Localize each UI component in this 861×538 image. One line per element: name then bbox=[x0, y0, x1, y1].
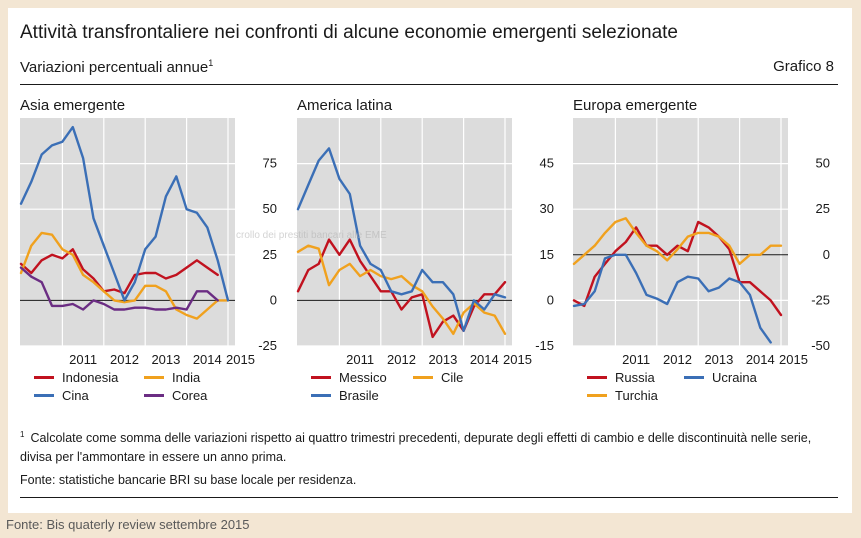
panel-title-latam: America latina bbox=[297, 97, 393, 114]
series-line-ucraina bbox=[572, 253, 772, 344]
legend-swatch bbox=[311, 376, 331, 379]
panel-title-asia: Asia emergente bbox=[20, 97, 126, 114]
legend-item-ucraina: Ucraina bbox=[684, 370, 757, 385]
series-line-indonesia bbox=[19, 248, 219, 295]
x-tick-label: 2011 bbox=[346, 352, 374, 367]
x-tick-label: 2014 bbox=[470, 352, 499, 367]
subtitle-text: Variazioni percentuali annue bbox=[20, 59, 209, 76]
legend-swatch bbox=[144, 394, 164, 397]
chart-title: Attività transfrontaliere nei confronti … bbox=[20, 22, 678, 43]
legend-item-corea: Corea bbox=[144, 388, 207, 403]
y-tick-label: 45 bbox=[540, 156, 554, 171]
x-tick-label: 2012 bbox=[110, 352, 139, 367]
legend-item-brasile: Brasile bbox=[311, 388, 379, 403]
outer-source: Fonte: Bis quaterly review settembre 201… bbox=[6, 517, 250, 532]
y-tick-label: 15 bbox=[540, 247, 554, 262]
chart-number: Grafico 8 bbox=[773, 58, 834, 75]
legend-swatch bbox=[34, 394, 54, 397]
x-tick-label: 2013 bbox=[428, 352, 457, 367]
series-line-brasile bbox=[296, 147, 507, 332]
legend-label: Cina bbox=[62, 388, 89, 403]
x-tick-label: 2011 bbox=[622, 352, 650, 367]
series-line-india bbox=[19, 231, 230, 320]
x-tick-label: 2012 bbox=[387, 352, 416, 367]
legend-item-russia: Russia bbox=[587, 370, 655, 385]
x-tick-label: 2015 bbox=[226, 352, 255, 367]
x-tick-label: 2014 bbox=[193, 352, 222, 367]
plot-area bbox=[573, 118, 788, 346]
y-tick-label: -50 bbox=[811, 338, 830, 353]
legend-item-messico: Messico bbox=[311, 370, 387, 385]
legend-item-turchia: Turchia bbox=[587, 388, 658, 403]
x-tick-label: 2015 bbox=[503, 352, 532, 367]
legend-label: India bbox=[172, 370, 201, 385]
subtitle-footnote-marker: 1 bbox=[208, 58, 214, 68]
legend-swatch bbox=[684, 376, 704, 379]
y-tick-label: 0 bbox=[823, 247, 830, 262]
series-line-cile bbox=[296, 244, 507, 335]
chart-card: Attività transfrontaliere nei confronti … bbox=[8, 8, 852, 513]
y-tick-label: 0 bbox=[547, 292, 554, 307]
y-tick-label: -25 bbox=[258, 338, 277, 353]
top-divider bbox=[20, 84, 838, 85]
y-tick-label: 25 bbox=[263, 247, 277, 262]
series-line-russia bbox=[572, 220, 783, 317]
plot-area bbox=[20, 118, 235, 346]
y-tick-label: -25 bbox=[811, 292, 830, 307]
x-tick-label: 2011 bbox=[69, 352, 97, 367]
legend-swatch bbox=[34, 376, 54, 379]
legend-item-cina: Cina bbox=[34, 388, 89, 403]
footnote: 1 Calcolate come somma delle variazioni r… bbox=[20, 425, 840, 467]
series-line-turchia bbox=[572, 217, 783, 266]
panel-title-europe: Europa emergente bbox=[573, 97, 698, 114]
legend-label: Indonesia bbox=[62, 370, 119, 385]
legend-swatch bbox=[311, 394, 331, 397]
x-tick-label: 2013 bbox=[704, 352, 733, 367]
source-note: Fonte: statistiche bancarie BRI su base … bbox=[20, 473, 357, 487]
legend-swatch bbox=[413, 376, 433, 379]
y-tick-label: 50 bbox=[816, 156, 830, 171]
chart-europe: 50 25 0 -25 -50 2011 2012 2013 2014 2015 bbox=[572, 118, 830, 367]
x-tick-label: 2012 bbox=[663, 352, 692, 367]
legend-label: Cile bbox=[441, 370, 464, 385]
chart-asia: 75 50 25 0 -25 2011 2012 2013 2014 2015 bbox=[19, 118, 277, 367]
legend-asia: Indonesia India Cina Corea bbox=[26, 370, 276, 410]
legend-swatch bbox=[587, 376, 607, 379]
legend-item-cile: Cile bbox=[413, 370, 463, 385]
legend-label: Ucraina bbox=[712, 370, 757, 385]
chart-latam: 45 30 15 0 -15 2011 2012 2013 2014 2015 bbox=[296, 118, 554, 367]
y-tick-label: 50 bbox=[263, 201, 277, 216]
footnote-marker: 1 bbox=[20, 430, 25, 439]
legend-item-india: India bbox=[144, 370, 200, 385]
footnote-text: Calcolate come somma delle variazioni ri… bbox=[20, 431, 812, 465]
series-line-corea bbox=[19, 266, 219, 311]
y-tick-label: 0 bbox=[270, 292, 277, 307]
series-line-cina bbox=[19, 125, 230, 302]
legend-label: Turchia bbox=[615, 388, 658, 403]
x-tick-label: 2015 bbox=[779, 352, 808, 367]
legend-label: Brasile bbox=[339, 388, 379, 403]
watermark-text: crollo dei prestiti bancari alle EME bbox=[236, 230, 387, 241]
y-tick-label: 25 bbox=[816, 201, 830, 216]
legend-label: Messico bbox=[339, 370, 387, 385]
legend-latam: Messico Cile Brasile bbox=[303, 370, 553, 410]
series-line-messico bbox=[296, 238, 507, 339]
legend-label: Corea bbox=[172, 388, 208, 403]
bottom-divider bbox=[20, 497, 838, 498]
y-tick-label: 75 bbox=[263, 156, 277, 171]
x-tick-label: 2013 bbox=[151, 352, 180, 367]
x-tick-label: 2014 bbox=[746, 352, 775, 367]
y-tick-label: 30 bbox=[540, 201, 554, 216]
legend-swatch bbox=[144, 376, 164, 379]
y-tick-label: -15 bbox=[535, 338, 554, 353]
legend-swatch bbox=[587, 394, 607, 397]
legend-label: Russia bbox=[615, 370, 655, 385]
chart-subtitle: Variazioni percentuali annue1 bbox=[20, 58, 213, 76]
legend-europe: Russia Ucraina Turchia bbox=[579, 370, 829, 410]
legend-item-indonesia: Indonesia bbox=[34, 370, 118, 385]
